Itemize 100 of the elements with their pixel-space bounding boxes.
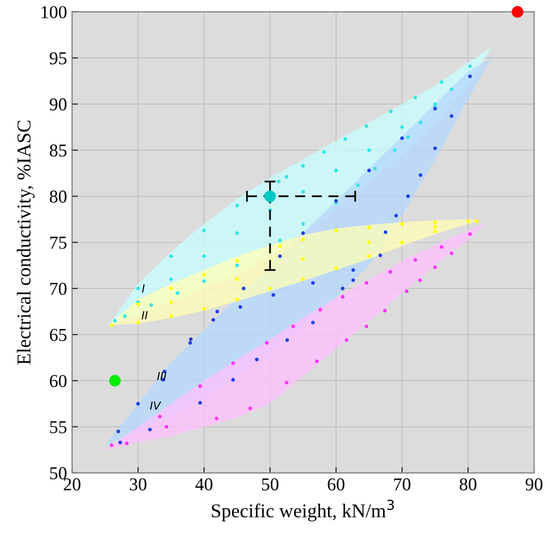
point (468, 232, 472, 236)
point (433, 146, 437, 150)
point (301, 277, 305, 282)
point (169, 277, 173, 282)
y-tick-label: 80 (50, 190, 66, 203)
point (278, 244, 282, 248)
point (311, 281, 315, 285)
point (440, 245, 444, 249)
point (343, 137, 348, 141)
point (301, 238, 305, 242)
x-tick-label: 50 (262, 478, 278, 490)
point (344, 338, 348, 342)
point (400, 240, 404, 244)
point (433, 224, 437, 229)
point (264, 190, 276, 202)
point (214, 416, 218, 420)
point (450, 87, 454, 92)
point (169, 314, 173, 318)
point (231, 361, 235, 366)
point (351, 278, 356, 282)
point (468, 74, 472, 78)
point (301, 231, 305, 235)
point (334, 168, 338, 172)
point (373, 166, 377, 170)
point (116, 430, 120, 434)
point (285, 338, 290, 342)
point (110, 324, 114, 328)
point (278, 254, 282, 258)
point (136, 320, 140, 324)
point (169, 300, 173, 304)
annotation: I (142, 284, 145, 292)
point (364, 324, 368, 328)
y-tick-label: 60 (50, 374, 66, 388)
point (301, 190, 305, 194)
point (413, 96, 418, 100)
point (367, 254, 371, 258)
point (301, 222, 305, 226)
point (400, 222, 404, 226)
y-tick-label: 70 (50, 282, 66, 295)
point (400, 125, 404, 129)
point (433, 220, 437, 224)
x-tick-label: 30 (130, 478, 146, 490)
point (235, 231, 239, 235)
y-tick-label: 55 (50, 421, 66, 434)
point (311, 320, 315, 324)
y-tick-label: 65 (50, 328, 66, 342)
point (433, 102, 437, 106)
point (364, 124, 368, 128)
point (278, 238, 282, 242)
point (400, 136, 404, 140)
y-axis-title: Electrical conductivity, %IASC (16, 120, 35, 365)
point (291, 324, 295, 328)
point (468, 64, 472, 68)
x-axis-title: Specific weight, kN/m$^{3}$ (212, 500, 394, 522)
point (392, 148, 397, 152)
point (110, 443, 114, 448)
point (264, 341, 269, 345)
point (202, 306, 206, 311)
annotation: IV (150, 401, 162, 410)
point (334, 228, 338, 232)
y-tick-label: 100 (42, 6, 66, 18)
point (284, 380, 288, 384)
point (364, 281, 368, 285)
point (404, 289, 409, 294)
point (284, 175, 288, 179)
point (388, 110, 393, 114)
point (450, 252, 454, 256)
point (136, 402, 140, 406)
point (202, 228, 206, 232)
point (301, 257, 305, 261)
point (340, 294, 344, 299)
point (418, 173, 422, 177)
point (148, 428, 152, 432)
point (164, 424, 168, 429)
point (406, 135, 410, 140)
point (440, 80, 444, 84)
point (318, 308, 322, 312)
point (118, 440, 122, 444)
point (367, 168, 371, 172)
point (474, 219, 478, 223)
x-tick-label: 70 (394, 478, 410, 490)
point (189, 337, 193, 342)
point (301, 164, 305, 168)
x-tick-label: 90 (526, 478, 542, 490)
point (394, 214, 398, 218)
point (340, 286, 344, 290)
point (231, 378, 235, 382)
point (198, 400, 202, 405)
point (202, 254, 206, 258)
point (109, 374, 121, 386)
point (235, 264, 239, 268)
point (383, 308, 387, 312)
point (466, 219, 470, 223)
point (433, 265, 437, 270)
x-tick-label: 60 (328, 478, 344, 490)
point (198, 384, 202, 388)
point (272, 293, 276, 297)
point (235, 204, 239, 208)
point (450, 114, 454, 118)
point (512, 6, 524, 18)
